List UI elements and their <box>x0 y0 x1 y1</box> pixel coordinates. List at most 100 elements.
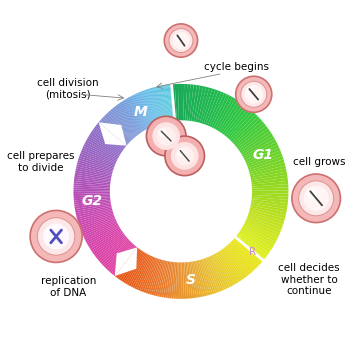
Polygon shape <box>97 235 126 260</box>
Polygon shape <box>76 168 111 178</box>
Polygon shape <box>186 262 190 299</box>
Polygon shape <box>115 106 137 136</box>
Polygon shape <box>181 84 184 120</box>
Polygon shape <box>242 225 276 245</box>
Polygon shape <box>199 260 211 295</box>
Polygon shape <box>247 151 282 166</box>
Polygon shape <box>248 213 283 228</box>
Polygon shape <box>94 233 124 256</box>
Polygon shape <box>252 195 288 200</box>
Polygon shape <box>102 240 130 266</box>
Polygon shape <box>251 203 287 212</box>
Polygon shape <box>106 114 132 141</box>
Polygon shape <box>154 87 164 122</box>
Polygon shape <box>110 110 134 138</box>
Circle shape <box>241 81 267 107</box>
Polygon shape <box>224 106 248 136</box>
Polygon shape <box>79 156 114 169</box>
Polygon shape <box>251 201 288 209</box>
Polygon shape <box>145 90 158 124</box>
Polygon shape <box>243 139 276 159</box>
Polygon shape <box>225 108 251 137</box>
Polygon shape <box>209 256 226 290</box>
Polygon shape <box>168 84 173 121</box>
Polygon shape <box>208 92 224 126</box>
Polygon shape <box>88 136 120 156</box>
Polygon shape <box>106 113 132 140</box>
Polygon shape <box>233 239 261 265</box>
Polygon shape <box>120 103 141 133</box>
Polygon shape <box>112 108 136 137</box>
Polygon shape <box>252 181 288 187</box>
Polygon shape <box>174 262 178 299</box>
Polygon shape <box>104 116 130 142</box>
Polygon shape <box>113 108 136 136</box>
Polygon shape <box>75 170 111 179</box>
Polygon shape <box>75 203 111 211</box>
Circle shape <box>157 127 176 146</box>
Polygon shape <box>102 118 129 143</box>
Polygon shape <box>250 205 286 215</box>
Polygon shape <box>73 185 110 189</box>
Polygon shape <box>116 105 139 135</box>
Circle shape <box>43 223 69 250</box>
Polygon shape <box>76 207 112 218</box>
Circle shape <box>177 148 185 157</box>
Polygon shape <box>73 192 110 194</box>
Polygon shape <box>252 190 288 193</box>
Polygon shape <box>100 239 129 264</box>
Polygon shape <box>129 97 147 129</box>
Polygon shape <box>194 261 202 297</box>
Polygon shape <box>108 244 134 272</box>
Polygon shape <box>240 229 273 250</box>
Circle shape <box>244 85 263 104</box>
Polygon shape <box>73 195 110 198</box>
Polygon shape <box>144 90 157 125</box>
Polygon shape <box>137 93 153 126</box>
Polygon shape <box>85 223 118 242</box>
Polygon shape <box>95 234 125 258</box>
Polygon shape <box>170 262 175 299</box>
Polygon shape <box>143 91 157 125</box>
Polygon shape <box>73 183 110 187</box>
Polygon shape <box>76 164 112 175</box>
Polygon shape <box>168 84 173 121</box>
Polygon shape <box>131 95 149 128</box>
Polygon shape <box>132 255 150 288</box>
Polygon shape <box>105 242 132 269</box>
Polygon shape <box>104 241 131 268</box>
Text: S: S <box>185 273 195 287</box>
Polygon shape <box>157 261 166 297</box>
Circle shape <box>306 189 317 199</box>
Polygon shape <box>81 217 115 232</box>
Polygon shape <box>217 99 238 131</box>
Polygon shape <box>222 104 246 135</box>
Polygon shape <box>155 87 164 122</box>
Circle shape <box>175 146 194 165</box>
Polygon shape <box>241 133 273 155</box>
Polygon shape <box>130 97 148 129</box>
Polygon shape <box>251 199 288 206</box>
Polygon shape <box>81 218 116 234</box>
Polygon shape <box>239 128 270 151</box>
Polygon shape <box>121 102 142 132</box>
Polygon shape <box>147 89 159 124</box>
Polygon shape <box>93 127 124 150</box>
Polygon shape <box>206 257 220 292</box>
Polygon shape <box>226 246 250 275</box>
Polygon shape <box>196 261 206 296</box>
Polygon shape <box>251 178 288 185</box>
Polygon shape <box>97 122 126 147</box>
Polygon shape <box>198 260 208 296</box>
Polygon shape <box>98 236 127 261</box>
Polygon shape <box>130 96 148 129</box>
Text: cycle begins: cycle begins <box>204 61 269 72</box>
Polygon shape <box>119 103 140 133</box>
Polygon shape <box>84 222 118 240</box>
Polygon shape <box>185 84 191 121</box>
Polygon shape <box>82 219 116 236</box>
Text: G2: G2 <box>82 194 103 208</box>
Polygon shape <box>80 215 115 230</box>
Polygon shape <box>239 230 271 253</box>
Circle shape <box>171 142 198 170</box>
